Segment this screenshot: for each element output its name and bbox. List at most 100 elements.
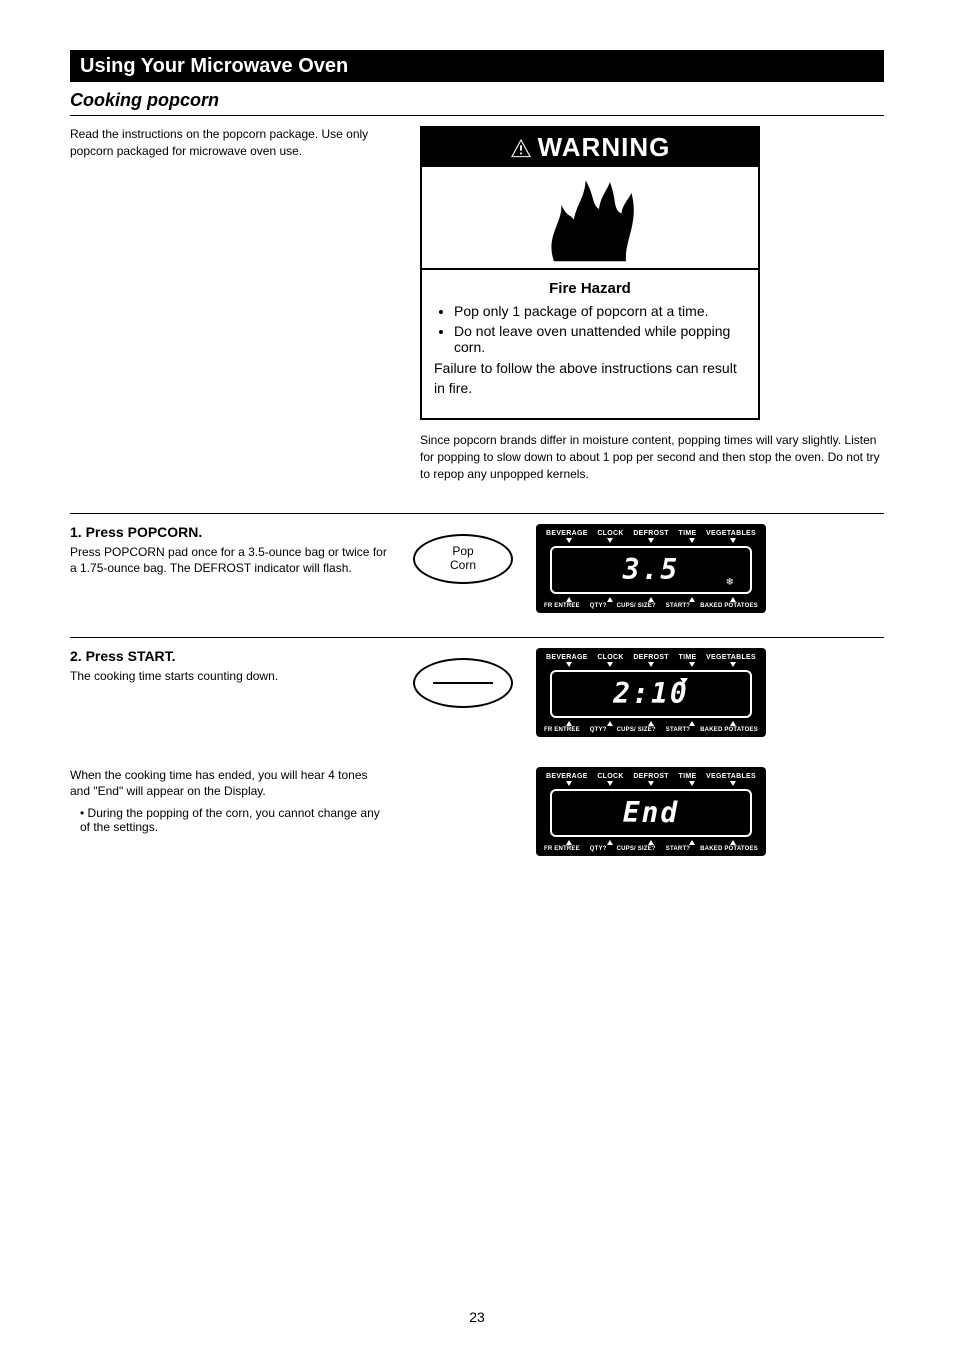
disp-label-top: DEFROST <box>633 654 669 661</box>
warning-flame-area <box>422 167 758 270</box>
disp-label-bottom: FR ENTREE <box>544 846 580 852</box>
step-body: The cooking time starts counting down. <box>70 668 390 685</box>
disp-label-top: CLOCK <box>597 773 623 780</box>
disp-label-top: BEVERAGE <box>546 530 588 537</box>
step-note-text: During the popping of the corn, you cann… <box>80 806 380 834</box>
section-heading: Cooking popcorn <box>70 90 884 111</box>
page-title-bar: Using Your Microwave Oven <box>70 50 884 82</box>
button-col: Pop Corn <box>408 524 518 584</box>
step-2: 2. Press START. The cooking time starts … <box>70 648 884 757</box>
start-button[interactable] <box>413 658 513 708</box>
button-line2: Corn <box>450 559 476 572</box>
indicator-up-icon <box>566 840 572 845</box>
alert-triangle-icon <box>510 138 532 158</box>
disp-label-bottom: QTY? <box>590 727 607 733</box>
step-1: 1. Press POPCORN. Press POPCORN pad once… <box>70 524 884 633</box>
intro-paragraph: Read the instructions on the popcorn pac… <box>70 126 390 160</box>
indicator-up-icon <box>689 597 695 602</box>
step-note: • During the popping of the corn, you ca… <box>80 806 390 834</box>
disp-label-top: VEGETABLES <box>706 654 756 661</box>
divider <box>70 513 884 514</box>
display-screen: 2:10 <box>550 670 752 718</box>
disp-label-bottom: START? <box>666 846 690 852</box>
display-col: BEVERAGE CLOCK DEFROST TIME VEGETABLES E… <box>536 767 884 856</box>
step-body: Press POPCORN pad once for a 3.5-ounce b… <box>70 544 390 578</box>
page-number: 23 <box>0 1309 954 1325</box>
disp-label-top: BEVERAGE <box>546 654 588 661</box>
warning-footer: Failure to follow the above instructions… <box>434 359 746 398</box>
indicator-up-icon <box>689 840 695 845</box>
indicator-up-icon <box>607 840 613 845</box>
indicator-up-icon <box>607 721 613 726</box>
indicator-down-icon <box>648 781 654 786</box>
disp-label-bottom: BAKED POTATOES <box>700 846 758 852</box>
disp-label-bottom: CUPS/ SIZE? <box>617 603 656 609</box>
divider <box>70 637 884 638</box>
indicator-down-icon <box>607 662 613 667</box>
disp-label-top: BEVERAGE <box>546 773 588 780</box>
step-text: 1. Press POPCORN. Press POPCORN pad once… <box>70 524 390 578</box>
disp-label-top: TIME <box>679 530 697 537</box>
indicator-down-icon <box>566 781 572 786</box>
oven-display: BEVERAGE CLOCK DEFROST TIME VEGETABLES 2… <box>536 648 766 737</box>
display-screen: End <box>550 789 752 837</box>
indicator-down-icon <box>730 538 736 543</box>
disp-label-bottom: CUPS/ SIZE? <box>617 846 656 852</box>
indicator-up-icon <box>730 840 736 845</box>
indicator-down-icon <box>566 662 572 667</box>
indicator-up-icon <box>730 597 736 602</box>
disp-label-bottom: FR ENTREE <box>544 603 580 609</box>
step-text: When the cooking time has ended, you wil… <box>70 767 390 835</box>
disp-label-bottom: QTY? <box>590 603 607 609</box>
display-digits: 2:10 <box>613 677 688 710</box>
indicator-down-icon <box>730 662 736 667</box>
flame-icon <box>535 173 645 263</box>
disp-label-top: CLOCK <box>597 530 623 537</box>
step-title: 2. Press START. <box>70 648 390 664</box>
indicator-down-icon <box>607 781 613 786</box>
indicator-up-icon <box>607 597 613 602</box>
indicator-down-icon <box>566 538 572 543</box>
warning-bullet: Do not leave oven unattended while poppi… <box>454 323 746 355</box>
step-body: When the cooking time has ended, you wil… <box>70 767 390 801</box>
indicator-down-icon <box>689 662 695 667</box>
indicator-down-icon <box>730 781 736 786</box>
indicator-up-icon <box>566 721 572 726</box>
disp-label-bottom: CUPS/ SIZE? <box>617 727 656 733</box>
warning-body: Fire Hazard Pop only 1 package of popcor… <box>422 270 758 418</box>
step-title: 1. Press POPCORN. <box>70 524 390 540</box>
intro-right-column: WARNING Fire Hazard Pop only 1 package o… <box>420 126 884 493</box>
disp-label-top: VEGETABLES <box>706 773 756 780</box>
popcorn-button[interactable]: Pop Corn <box>413 534 513 584</box>
display-col: BEVERAGE CLOCK DEFROST TIME VEGETABLES 2… <box>536 648 884 737</box>
indicator-up-icon <box>730 721 736 726</box>
indicator-up-icon <box>689 721 695 726</box>
divider <box>70 115 884 116</box>
disp-label-bottom: START? <box>666 603 690 609</box>
warning-bullets: Pop only 1 package of popcorn at a time.… <box>434 303 746 355</box>
indicator-down-icon <box>689 781 695 786</box>
button-line1: Pop <box>450 545 476 558</box>
indicator-down-icon <box>689 538 695 543</box>
button-col-empty <box>408 767 518 777</box>
disp-label-bottom: BAKED POTATOES <box>700 603 758 609</box>
display-digits: 3.5 <box>623 553 680 586</box>
indicator-down-icon <box>607 538 613 543</box>
indicator-down-icon <box>648 538 654 543</box>
warning-header: WARNING <box>422 128 758 167</box>
snowflake-icon: ❄ <box>726 577 734 588</box>
disp-label-top: CLOCK <box>597 654 623 661</box>
popcorn-note: Since popcorn brands differ in moisture … <box>420 432 884 482</box>
time-indicator-icon <box>680 673 688 687</box>
warning-bullet: Pop only 1 package of popcorn at a time. <box>454 303 746 319</box>
disp-label-bottom: QTY? <box>590 846 607 852</box>
indicator-down-icon <box>648 662 654 667</box>
oven-display: BEVERAGE CLOCK DEFROST TIME VEGETABLES E… <box>536 767 766 856</box>
indicator-up-icon <box>648 721 654 726</box>
disp-label-top: TIME <box>679 773 697 780</box>
blank-indicator-icon <box>433 682 493 684</box>
hazard-title: Fire Hazard <box>434 280 746 297</box>
display-screen: 3.5 ❄ <box>550 546 752 594</box>
button-col <box>408 648 518 708</box>
warning-header-text: WARNING <box>538 132 671 163</box>
